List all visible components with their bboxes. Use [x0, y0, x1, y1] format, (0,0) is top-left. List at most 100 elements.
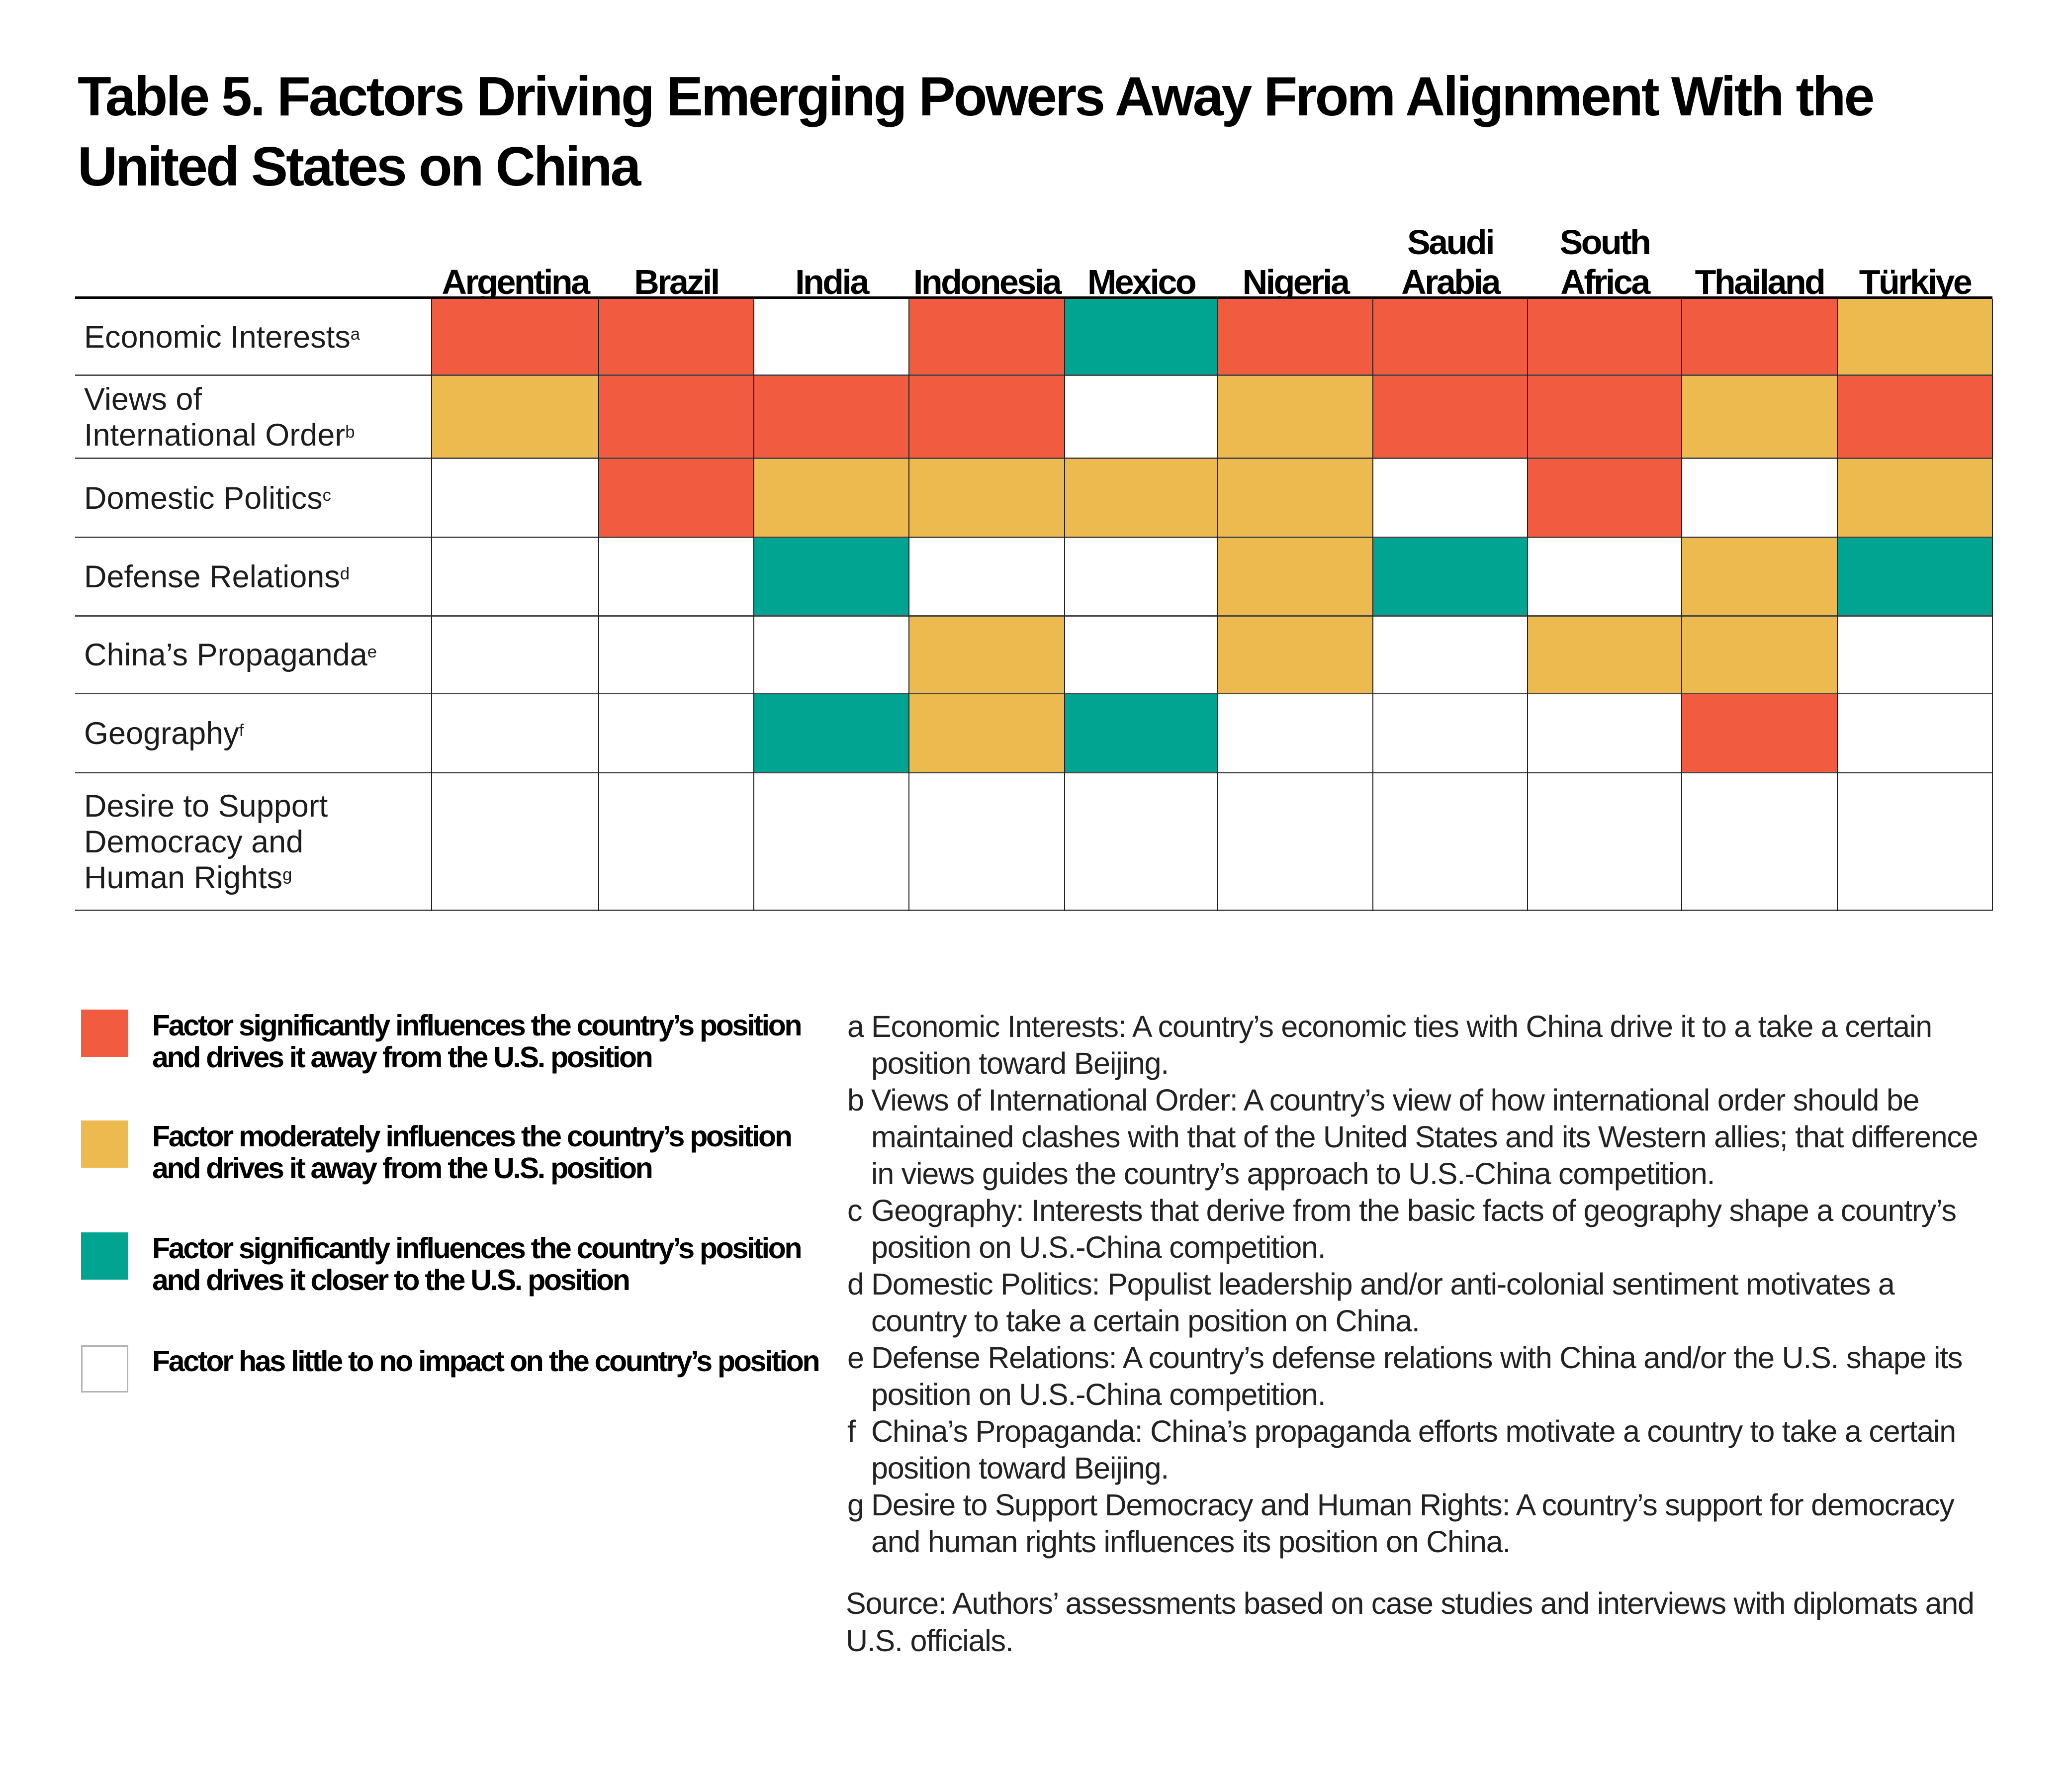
cell-geography-mexico: [1065, 694, 1218, 773]
table-bottom-rule: [75, 910, 1992, 911]
cell-defense-relations-india: [754, 538, 909, 616]
cell-economic-interests-indonesia: [909, 299, 1065, 375]
cell-chinas-propaganda-south-africa: [1528, 616, 1682, 694]
footnote-letter-a: a: [847, 1010, 864, 1043]
footnote-letter-e: e: [847, 1341, 864, 1375]
cell-desire-democracy-human-rights-india: [754, 773, 909, 911]
cell-economic-interests-india: [754, 299, 909, 375]
cell-chinas-propaganda-turkiye: [1837, 616, 1992, 694]
legend-label-sig_closer: Factor significantly influences the coun…: [152, 1232, 803, 1297]
row-label-text: Views of International Orderb: [84, 381, 355, 453]
col-header-indonesia: Indonesia: [909, 210, 1065, 302]
row-label-domestic-politics: Domestic Politicsc: [75, 459, 432, 538]
legend-swatch-sig_closer: [81, 1232, 128, 1280]
row-label-text: Economic Interestsa: [84, 320, 360, 355]
cell-domestic-politics-nigeria: [1218, 459, 1373, 538]
cell-defense-relations-nigeria: [1218, 538, 1373, 616]
cell-economic-interests-saudi-arabia: [1373, 299, 1528, 375]
col-header-south-africa: South Africa: [1528, 210, 1682, 302]
cell-economic-interests-nigeria: [1218, 299, 1373, 375]
cell-desire-democracy-human-rights-south-africa: [1528, 773, 1682, 911]
cell-desire-democracy-human-rights-argentina: [432, 773, 599, 911]
cell-desire-democracy-human-rights-mexico: [1065, 773, 1218, 911]
legend-item-sig_closer: Factor significantly influences the coun…: [81, 1232, 803, 1297]
table-top-rule: [75, 296, 1992, 299]
col-header-brazil: Brazil: [599, 210, 754, 302]
row-label-text: China’s Propagandae: [84, 638, 377, 672]
col-header-label: Brazil: [634, 263, 720, 301]
cell-domestic-politics-thailand: [1682, 459, 1837, 538]
col-header-label: Indonesia: [913, 263, 1062, 301]
cell-views-of-international-order-indonesia: [909, 375, 1065, 459]
cell-views-of-international-order-thailand: [1682, 375, 1837, 459]
cell-views-of-international-order-mexico: [1065, 375, 1218, 459]
col-header-label: South Africa: [1559, 223, 1651, 301]
footnote-text: Geography: Interests that derive from th…: [871, 1194, 1957, 1264]
footnote-g: g Desire to Support Democracy and Human R…: [847, 1487, 2071, 1560]
cell-chinas-propaganda-thailand: [1682, 616, 1837, 694]
cell-domestic-politics-argentina: [432, 459, 599, 538]
footnote-text: China’s Propaganda: China’s propaganda e…: [871, 1414, 1956, 1485]
footnote-marker-g: g: [282, 865, 292, 884]
footnote-marker-e: e: [367, 643, 377, 662]
cell-defense-relations-saudi-arabia: [1373, 538, 1528, 616]
footnote-text: Domestic Politics: Populist leadership a…: [871, 1267, 1895, 1338]
footnote-c: c Geography: Interests that derive from t…: [847, 1192, 2071, 1266]
cell-defense-relations-mexico: [1065, 538, 1218, 616]
footnote-text: Economic Interests: A country’s economic…: [871, 1010, 1932, 1080]
footnote-b: b Views of International Order: A country…: [847, 1082, 2071, 1192]
footnote-marker-a: a: [350, 325, 360, 344]
col-header-label: Mexico: [1087, 263, 1197, 301]
footnote-letter-b: b: [847, 1083, 864, 1117]
cell-geography-turkiye: [1837, 694, 1992, 773]
cell-views-of-international-order-nigeria: [1218, 375, 1373, 459]
cell-views-of-international-order-argentina: [432, 375, 599, 459]
cell-geography-saudi-arabia: [1373, 694, 1528, 773]
footnote-f: f China’s Propaganda: China’s propaganda …: [847, 1413, 2071, 1487]
row-separator: [75, 458, 1992, 459]
row-label-text: Geographyf: [84, 716, 244, 751]
cell-domestic-politics-mexico: [1065, 459, 1218, 538]
legend-label-mod_away: Factor moderately influences the country…: [152, 1120, 793, 1185]
cell-chinas-propaganda-mexico: [1065, 616, 1218, 694]
cell-defense-relations-turkiye: [1837, 538, 1992, 616]
footnote-marker-c: c: [322, 485, 331, 505]
column-separator: [1837, 299, 1838, 911]
legend-label-sig_away: Factor significantly influences the coun…: [152, 1009, 803, 1074]
col-header-label: Türkiye: [1859, 263, 1973, 301]
legend-swatch-sig_away: [81, 1010, 128, 1057]
row-label-views-of-international-order: Views of International Orderb: [75, 375, 432, 459]
row-separator: [75, 537, 1992, 538]
column-separator: [1064, 299, 1065, 911]
column-separator: [431, 299, 432, 911]
cell-economic-interests-turkiye: [1837, 299, 1992, 375]
cell-domestic-politics-indonesia: [909, 459, 1065, 538]
footnote-marker-b: b: [345, 422, 355, 442]
cell-geography-nigeria: [1218, 694, 1373, 773]
cell-domestic-politics-turkiye: [1837, 459, 1992, 538]
footnote-letter-d: d: [847, 1267, 864, 1301]
col-header-thailand: Thailand: [1682, 210, 1837, 302]
cell-domestic-politics-south-africa: [1528, 459, 1682, 538]
col-header-label: Argentina: [442, 263, 590, 301]
cell-defense-relations-thailand: [1682, 538, 1837, 616]
footnote-text: Defense Relations: A country’s defense r…: [871, 1341, 1963, 1411]
row-label-text: Domestic Politicsc: [84, 480, 331, 516]
cell-chinas-propaganda-brazil: [599, 616, 754, 694]
cell-defense-relations-argentina: [432, 538, 599, 616]
col-header-india: India: [754, 210, 909, 302]
cell-desire-democracy-human-rights-thailand: [1682, 773, 1837, 911]
footnote-letter-g: g: [847, 1488, 864, 1522]
row-label-geography: Geographyf: [75, 694, 432, 773]
column-separator: [1681, 299, 1682, 911]
cell-desire-democracy-human-rights-nigeria: [1218, 773, 1373, 911]
col-header-label: Saudi Arabia: [1401, 223, 1501, 301]
col-header-label: India: [795, 263, 869, 301]
col-header-turkiye: Türkiye: [1837, 210, 1992, 302]
row-separator: [75, 374, 1992, 376]
column-separator: [1372, 299, 1373, 911]
footnote-letter-f: f: [847, 1414, 856, 1448]
row-label-desire-democracy-human-rights: Desire to Support Democracy and Human Righ…: [75, 773, 432, 911]
cell-defense-relations-indonesia: [909, 538, 1065, 616]
